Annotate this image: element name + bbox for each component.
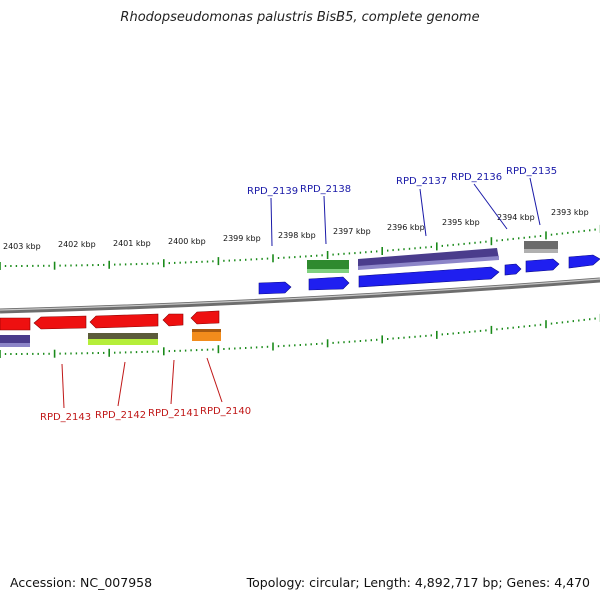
gene-rpd-2144-region-shadow bbox=[0, 343, 30, 347]
gene-rpd-2139[interactable] bbox=[258, 281, 292, 295]
gene-rpd-2140-region-top bbox=[192, 329, 221, 332]
accession-text: Accession: NC_007958 bbox=[10, 575, 153, 590]
reverse-features bbox=[0, 310, 221, 347]
reverse-scale-ticks bbox=[0, 313, 600, 358]
genome-backbone-highlight bbox=[0, 278, 600, 311]
gene-rpd-2137-region-shadow bbox=[358, 256, 499, 270]
gene-rpd-2135-region[interactable] bbox=[524, 241, 558, 252]
gene-rpd-2136[interactable] bbox=[504, 263, 522, 276]
gene-rpd-2144[interactable] bbox=[0, 317, 31, 331]
gene-rpd-2142[interactable] bbox=[89, 313, 159, 329]
genome-backbone bbox=[0, 277, 600, 314]
gene-label-bottom[interactable]: RPD_2142 bbox=[95, 410, 146, 421]
scale-label: 2403 kbp bbox=[3, 242, 41, 251]
gene-label-top[interactable]: RPD_2136 bbox=[451, 172, 502, 183]
forward-scale-ticks bbox=[0, 224, 600, 270]
forward-features bbox=[258, 241, 600, 295]
genome-summary-text: Topology: circular; Length: 4,892,717 bp… bbox=[246, 575, 590, 590]
gene-rpd-2134[interactable] bbox=[568, 254, 600, 269]
gene-label-top[interactable]: RPD_2135 bbox=[506, 166, 557, 177]
scale-label: 2401 kbp bbox=[113, 239, 151, 248]
gene-rpd-2143[interactable] bbox=[33, 315, 87, 330]
gene-rpd-2142-region-lime bbox=[88, 339, 158, 345]
gene-rpd-2144-region[interactable] bbox=[0, 335, 30, 346]
gene-rpd-2135[interactable] bbox=[525, 258, 560, 273]
label-leaders bbox=[61, 177, 541, 409]
scale-label: 2393 kbp bbox=[551, 208, 589, 217]
gene-label-top[interactable]: RPD_2137 bbox=[396, 176, 447, 187]
scale-label: 2400 kbp bbox=[168, 237, 206, 246]
gene-label-bottom[interactable]: RPD_2143 bbox=[40, 412, 91, 423]
gene-rpd-2138[interactable] bbox=[308, 276, 350, 291]
scale-label: 2397 kbp bbox=[333, 227, 371, 236]
scale-label: 2399 kbp bbox=[223, 234, 261, 243]
gene-rpd-2138-rna-shadow bbox=[307, 269, 349, 273]
scale-label: 2396 kbp bbox=[387, 223, 425, 232]
map-title: Rhodopseudomonas palustris BisB5, comple… bbox=[120, 10, 480, 25]
gene-labels: RPD_2139 RPD_2138 RPD_2137 RPD_2136 RPD_… bbox=[40, 166, 557, 423]
gene-label-top[interactable]: RPD_2138 bbox=[300, 184, 351, 195]
gene-label-top[interactable]: RPD_2139 bbox=[247, 186, 298, 197]
gene-rpd-2140[interactable] bbox=[190, 310, 220, 325]
gene-label-bottom[interactable]: RPD_2140 bbox=[200, 406, 251, 417]
scale-label: 2402 kbp bbox=[58, 240, 96, 249]
scale-labels: 2403 kbp 2402 kbp 2401 kbp 2400 kbp 2399… bbox=[3, 208, 589, 251]
scale-label: 2398 kbp bbox=[278, 231, 316, 240]
gene-rpd-2142-region[interactable] bbox=[88, 333, 158, 341]
gene-rpd-2135-region-shadow bbox=[524, 249, 558, 253]
gene-rpd-2141[interactable] bbox=[162, 313, 184, 327]
gene-rpd-2137[interactable] bbox=[358, 266, 500, 288]
scale-label: 2395 kbp bbox=[442, 218, 480, 227]
gene-label-bottom[interactable]: RPD_2141 bbox=[148, 408, 199, 419]
scale-label: 2394 kbp bbox=[497, 213, 535, 222]
